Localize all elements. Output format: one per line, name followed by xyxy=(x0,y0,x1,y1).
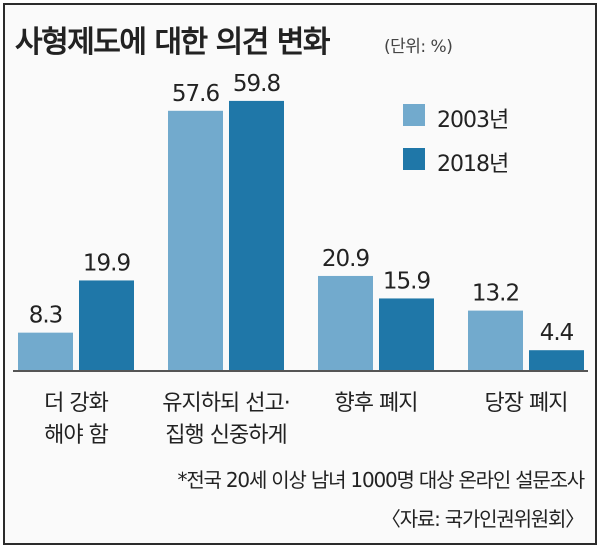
value-label-2003-3: 13.2 xyxy=(472,281,519,307)
legend-label-2003: 2003년 xyxy=(437,108,509,133)
category-label-0-0: 더 강화 xyxy=(44,391,108,416)
value-label-2018-2: 15.9 xyxy=(383,268,431,294)
value-label-2018-0: 19.9 xyxy=(83,250,131,276)
category-label-1-1: 집행 신중하게 xyxy=(165,423,286,448)
category-label-3-0: 당장 폐지 xyxy=(485,391,568,416)
category-label-2-0: 향후 폐지 xyxy=(335,391,418,416)
legend-swatch-2003 xyxy=(403,104,425,126)
x-axis-baseline xyxy=(13,370,588,372)
bar-2018-2 xyxy=(379,298,434,370)
legend-label-2018: 2018년 xyxy=(437,152,509,177)
source-note: 〈자료: 국가인권위원회〉 xyxy=(380,507,585,531)
bar-2003-2 xyxy=(318,275,373,370)
bar-2003-1 xyxy=(168,110,223,371)
category-label-0-1: 해야 함 xyxy=(44,423,108,448)
bar-2003-3 xyxy=(468,310,523,370)
chart-frame xyxy=(3,3,597,545)
bar-2003-0 xyxy=(18,332,73,370)
unit-label: (단위: %) xyxy=(384,37,453,57)
bar-2018-0 xyxy=(79,280,134,370)
legend-swatch-2018 xyxy=(403,148,425,170)
bar-2018-1 xyxy=(229,100,284,371)
value-label-2003-1: 57.6 xyxy=(172,81,220,107)
value-label-2003-2: 20.9 xyxy=(322,246,370,272)
value-label-2018-1: 59.8 xyxy=(233,71,281,97)
footnote: *전국 20세 이상 남녀 1000명 대상 온라인 설문조사 xyxy=(177,468,586,492)
value-label-2003-0: 8.3 xyxy=(29,303,63,329)
bar-2018-3 xyxy=(529,350,584,370)
value-label-2018-3: 4.4 xyxy=(540,320,574,346)
category-label-1-0: 유지하되 선고· xyxy=(162,391,289,416)
chart-title: 사형제도에 대한 의견 변화 xyxy=(15,25,330,60)
